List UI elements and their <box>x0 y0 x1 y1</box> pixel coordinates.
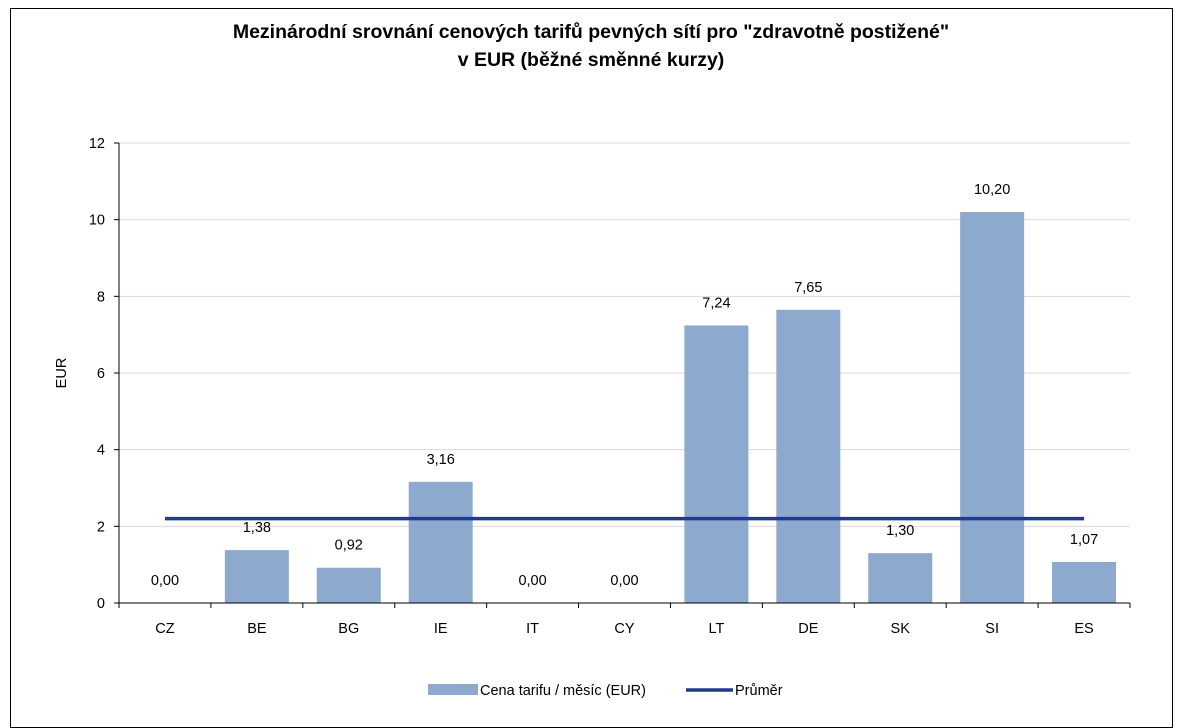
data-label-bg: 0,92 <box>335 538 363 554</box>
data-labels: 0,00 1,38 0,92 3,16 0,00 0,00 7,24 7,65 1,30 10,2… <box>151 182 1098 589</box>
bar-chart: 0 2 4 6 8 10 12 CZ BE BG IE IT CY LT DE SK SI ES 0,00 1,3… <box>54 136 1131 699</box>
x-tick-label: SI <box>985 621 999 637</box>
data-label-es: 1,07 <box>1070 532 1098 548</box>
chart-title: Mezinárodní srovnání cenových tarifů pev… <box>0 18 1182 74</box>
x-tick-label: LT <box>708 621 724 637</box>
legend-bar-swatch <box>428 684 478 695</box>
legend-bar-label: Cena tarifu / měsíc (EUR) <box>480 683 646 699</box>
bar-si <box>960 212 1025 603</box>
legend-line-label: Průměr <box>735 683 783 699</box>
x-tick-label: DE <box>798 621 818 637</box>
x-tick-label: CY <box>614 621 634 637</box>
axes <box>114 142 1131 608</box>
bar-de <box>776 309 841 603</box>
bar-lt <box>684 325 749 603</box>
data-label-lt: 7,24 <box>702 295 730 311</box>
x-tick-labels: CZ BE BG IE IT CY LT DE SK SI ES <box>155 621 1093 637</box>
bar-ie <box>408 481 473 603</box>
bar-bg <box>316 567 381 603</box>
data-label-cy: 0,00 <box>610 573 638 589</box>
x-tick-label: ES <box>1074 621 1093 637</box>
y-tick-labels: 0 2 4 6 8 10 12 <box>89 136 105 612</box>
x-tick-label: BE <box>247 621 267 637</box>
x-tick-label: SK <box>891 621 911 637</box>
x-tick-label: IE <box>434 621 448 637</box>
chart-subtitle: v EUR (běžné směnné kurzy) <box>457 49 725 71</box>
legend: Cena tarifu / měsíc (EUR) Průměr <box>428 683 783 699</box>
data-label-cz: 0,00 <box>151 573 179 589</box>
y-tick-label: 8 <box>97 289 105 305</box>
x-tick-label: IT <box>526 621 539 637</box>
y-tick-label: 4 <box>97 443 105 459</box>
bar-be <box>224 550 289 603</box>
data-label-it: 0,00 <box>518 573 546 589</box>
y-tick-label: 12 <box>89 136 105 152</box>
chart-title-line1: Mezinárodní srovnání cenových tarifů pev… <box>232 21 950 43</box>
y-tick-label: 2 <box>97 519 105 535</box>
data-label-de: 7,65 <box>794 280 822 296</box>
y-tick-label: 0 <box>97 596 105 612</box>
data-label-ie: 3,16 <box>427 452 455 468</box>
y-axis-label: EUR <box>54 358 70 389</box>
data-label-si: 10,20 <box>974 182 1010 198</box>
y-tick-label: 10 <box>89 213 105 229</box>
x-tick-label: BG <box>338 621 359 637</box>
x-tick-label: CZ <box>155 621 174 637</box>
bars <box>224 212 1117 603</box>
y-tick-label: 6 <box>97 366 105 382</box>
data-label-be: 1,38 <box>243 520 271 536</box>
bar-sk <box>868 553 933 603</box>
bar-es <box>1052 561 1117 603</box>
data-label-sk: 1,30 <box>886 523 914 539</box>
